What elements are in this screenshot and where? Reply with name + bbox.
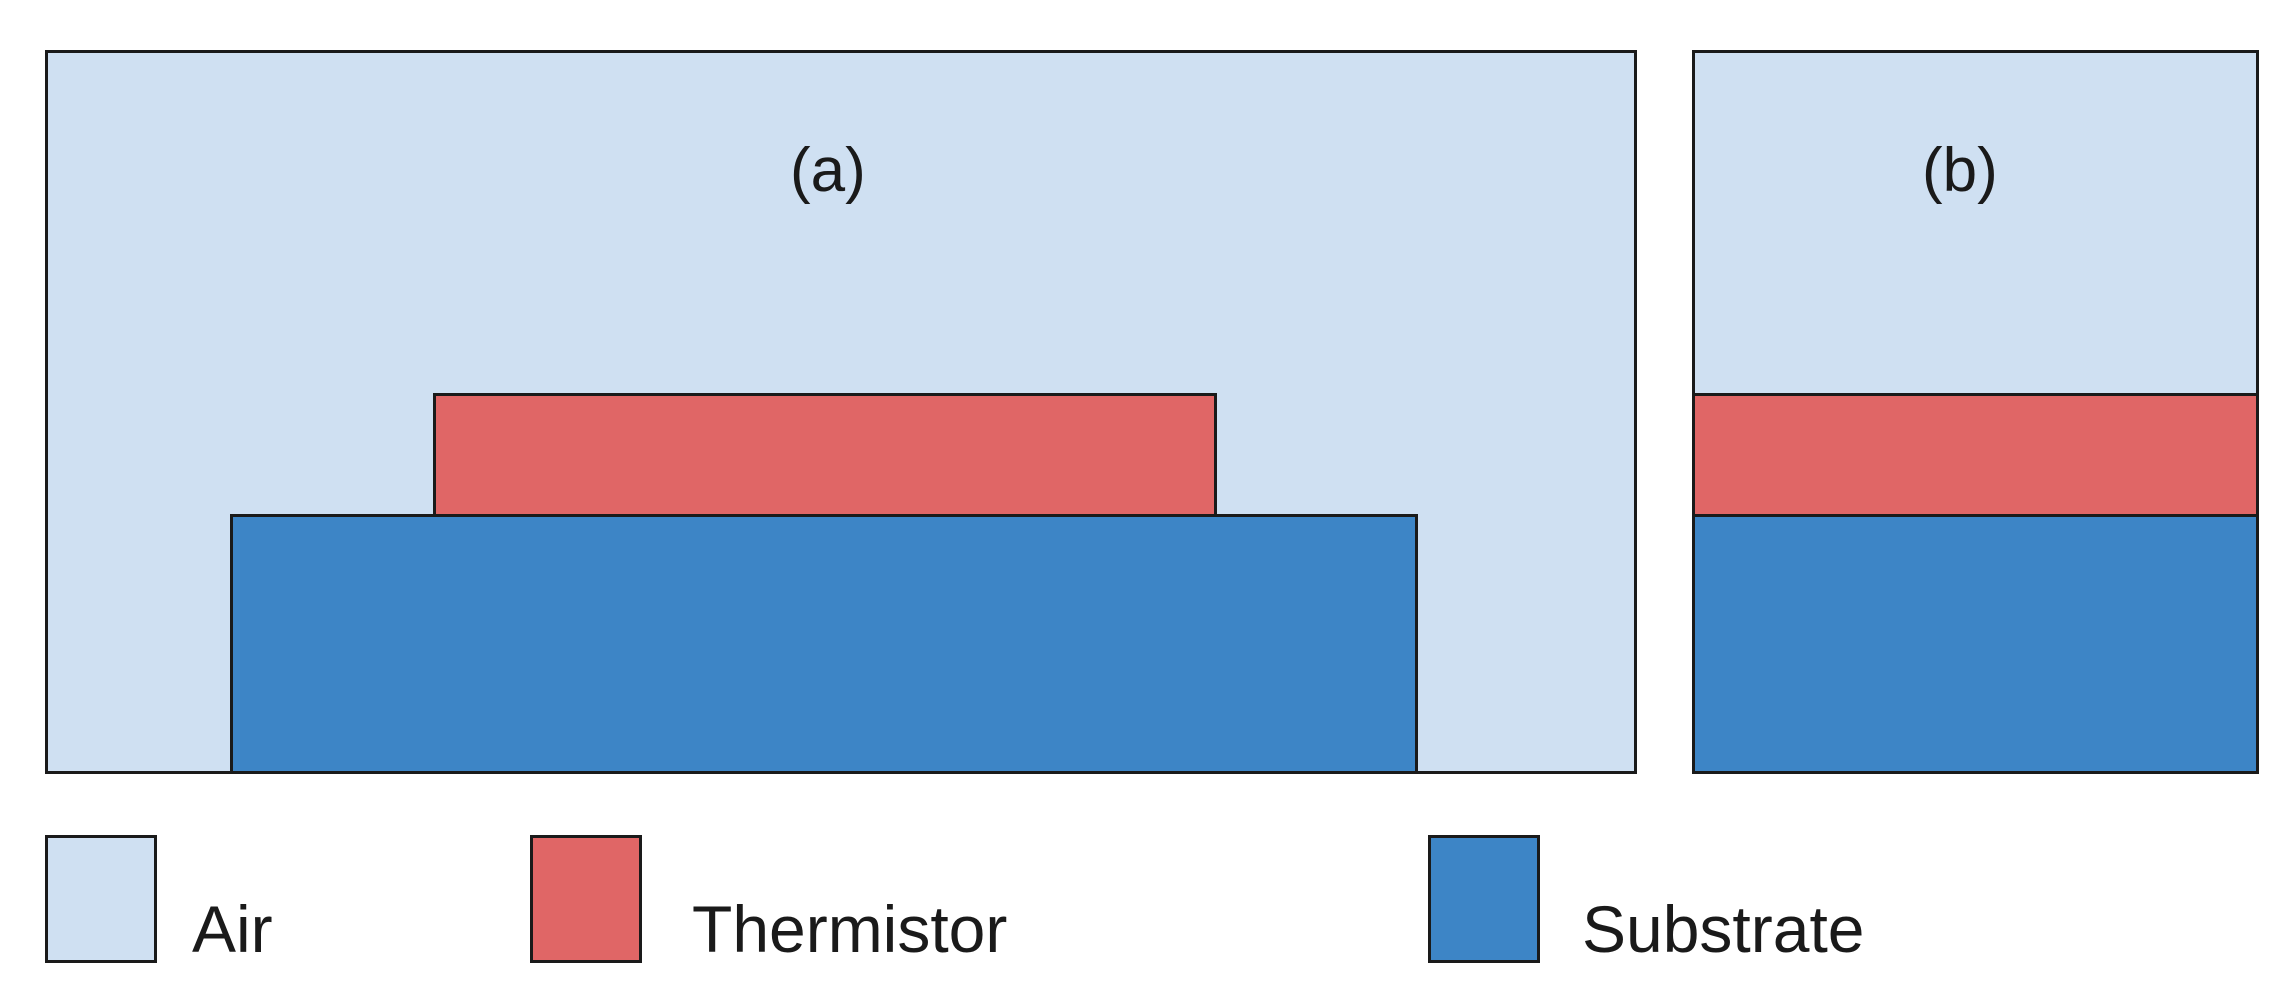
panel-a-substrate [230,514,1418,774]
legend-label-thermistor: Thermistor [692,892,1008,966]
legend-swatch-substrate [1428,835,1540,963]
legend-swatch-thermistor [530,835,642,963]
panel-b-label: (b) [1922,136,1998,205]
panel-b-thermistor-layer [1692,393,2259,517]
panel-a-label: (a) [790,136,866,205]
legend-label-air: Air [192,892,273,966]
panel-a-thermistor [433,393,1217,517]
panel-b-substrate-layer [1692,514,2259,774]
legend-swatch-air [45,835,157,963]
legend-label-substrate: Substrate [1582,892,1865,966]
